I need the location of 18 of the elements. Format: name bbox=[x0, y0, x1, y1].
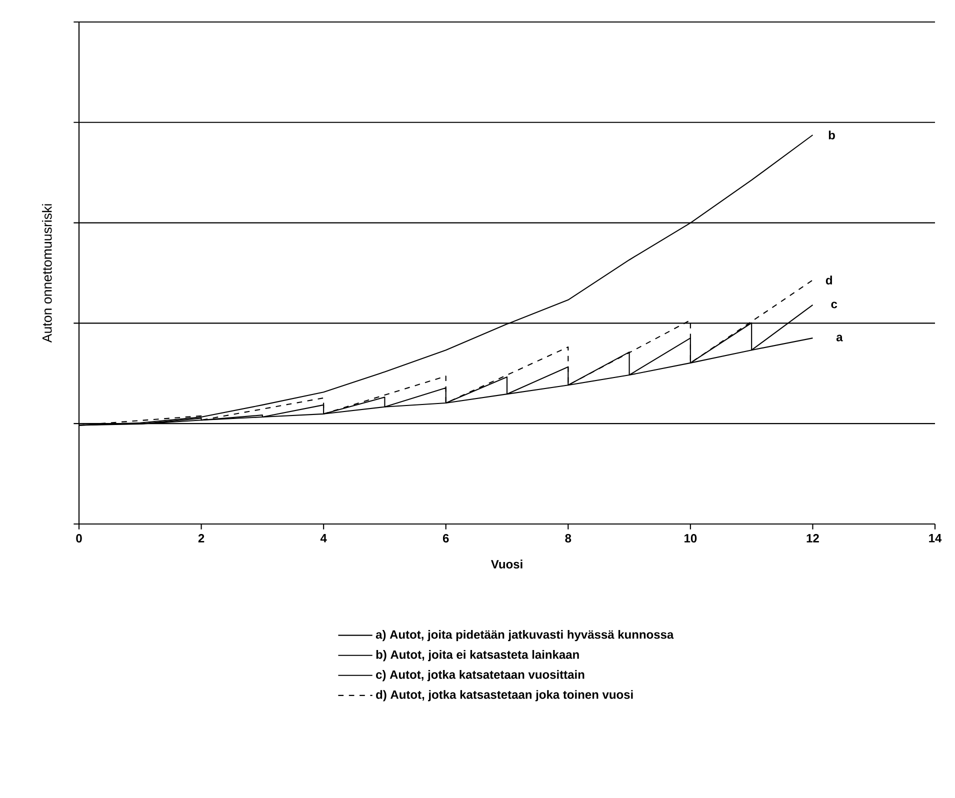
x-tick-label: 0 bbox=[76, 534, 82, 543]
y-axis-title: Auton onnettomuusriski bbox=[42, 204, 52, 343]
annotation: d bbox=[826, 276, 832, 285]
x-tick-label: 12 bbox=[806, 534, 819, 542]
annotation: c bbox=[831, 302, 838, 308]
x-tick-label: 6 bbox=[442, 534, 449, 543]
x-axis-title: Vuosi bbox=[490, 560, 522, 569]
legend-label: c) Autot, jotka katsatetaan vuosittain bbox=[376, 670, 584, 682]
legend-label: b) Autot, joita ei katsasteta lainkaan bbox=[376, 650, 579, 662]
x-tick-label: 8 bbox=[565, 534, 572, 543]
legend-label: d) Autot, jotka katsastetaan joka toinen vuosi bbox=[376, 690, 633, 702]
x-tick-label: 2 bbox=[198, 534, 204, 542]
legend-label: a) Autot, joita pidetään jatkuvasti hyvässä kunnossa bbox=[376, 630, 674, 642]
annotation: a bbox=[836, 334, 843, 342]
annotation: b bbox=[828, 130, 835, 140]
x-tick-label: 14 bbox=[929, 534, 942, 542]
x-tick-label: 10 bbox=[684, 534, 697, 543]
x-tick-label: 4 bbox=[320, 534, 327, 542]
